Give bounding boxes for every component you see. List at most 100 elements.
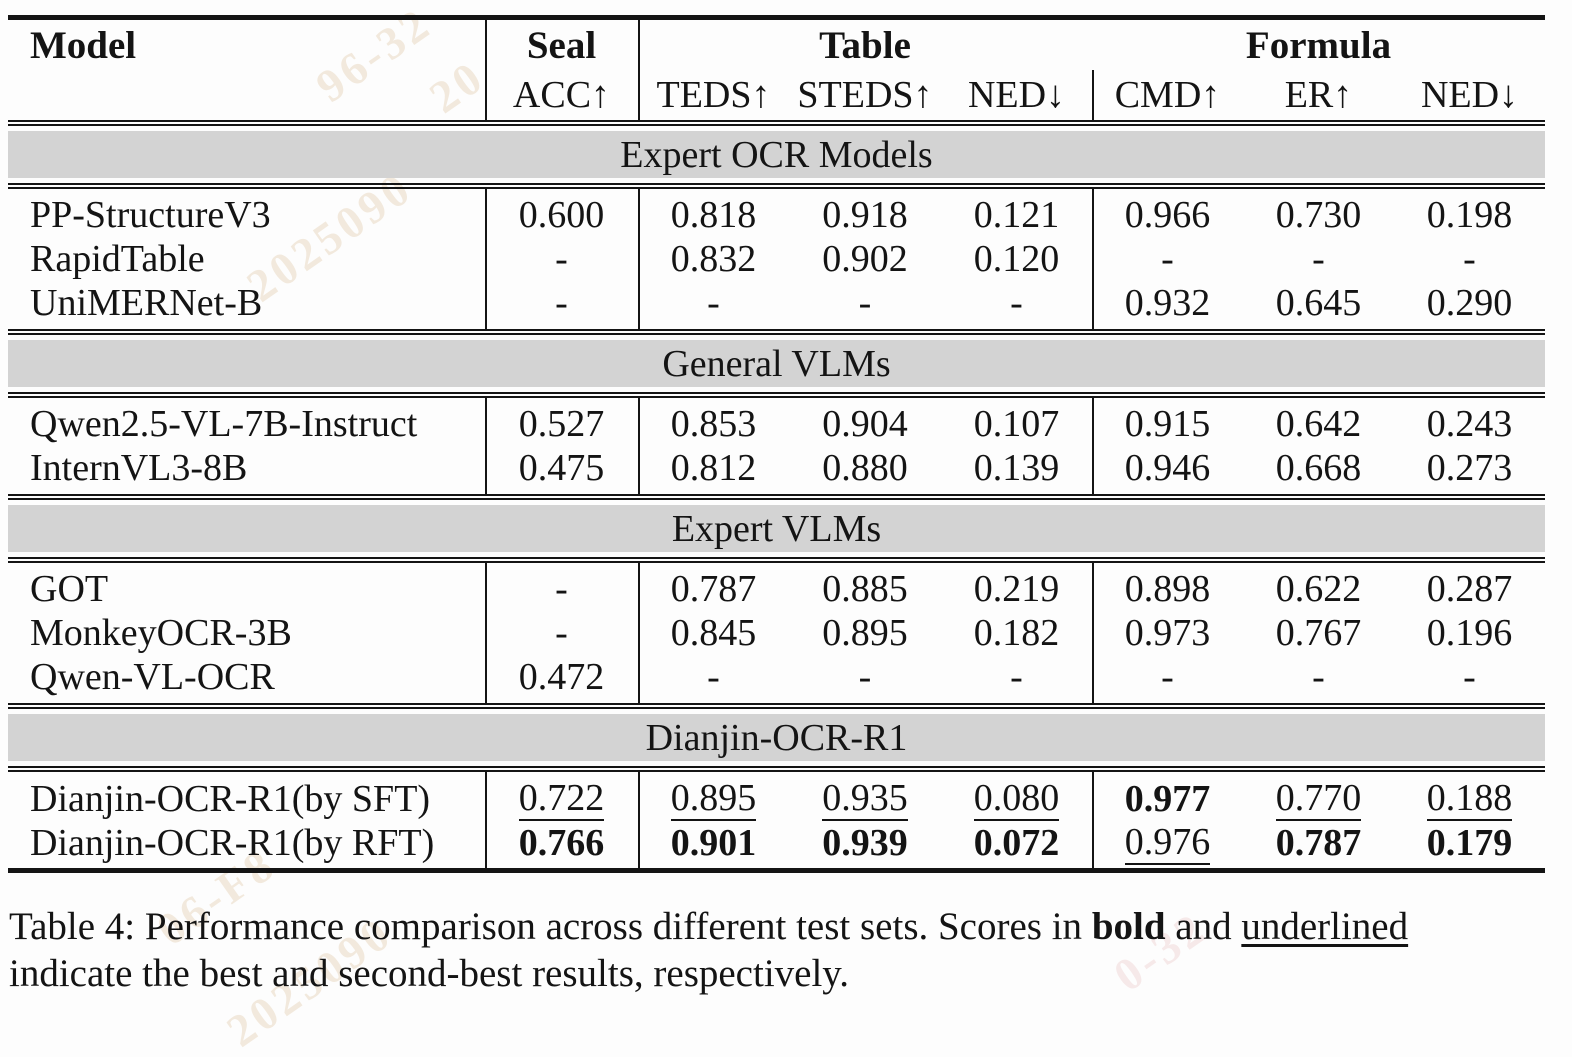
metric-value: 0.898: [1124, 568, 1211, 610]
metric-value: -: [1463, 656, 1476, 698]
metric-value: -: [1463, 238, 1476, 280]
metric-value: 0.072: [973, 821, 1060, 864]
metric-value-cell: -: [485, 237, 638, 281]
table-row: RapidTable - 0.832 0.902 0.120 - - -: [8, 237, 1545, 281]
table-row: Qwen-VL-OCR 0.472 - - - - - -: [8, 655, 1545, 699]
table-row: GOT - 0.787 0.885 0.219 0.898 0.622 0.287: [8, 567, 1545, 611]
metric-value: 0.880: [822, 447, 908, 489]
metric-value: 0.901: [670, 821, 757, 864]
column-divider: [1092, 398, 1094, 494]
metric-value: 0.475: [518, 447, 605, 489]
metric-value-cell: 0.895: [638, 776, 789, 821]
metric-value-cell: 0.730: [1243, 193, 1394, 237]
metric-value-cell: 0.787: [1243, 821, 1394, 865]
header-metric-row: ACC↑ TEDS↑ STEDS↑ NED↓ CMD↑ ER↑ NED↓: [8, 70, 1545, 120]
metric-value: -: [555, 612, 568, 654]
metric-value-cell: 0.939: [789, 821, 941, 865]
metric-value: 0.080: [973, 777, 1060, 821]
column-header-er: ER↑: [1284, 74, 1353, 116]
table-row: MonkeyOCR-3B - 0.845 0.895 0.182 0.973 0.767 0.…: [8, 611, 1545, 655]
metric-value-cell: 0.179: [1394, 821, 1545, 865]
metric-value-cell: 0.832: [638, 237, 789, 281]
metric-value-cell: 0.767: [1243, 611, 1394, 655]
results-table: Model Seal Table Formula ACC↑ TEDS↑ STED…: [8, 15, 1545, 873]
paper-page: 96-32 2025090 20 06-F8 2025090 0-32 Model Sea…: [8, 0, 1545, 1057]
column-header-ned-table: NED↓: [967, 74, 1066, 116]
metric-value: -: [1312, 656, 1325, 698]
metric-value-cell: 0.120: [941, 237, 1092, 281]
metric-value-cell: -: [789, 281, 941, 325]
metric-value: 0.730: [1275, 194, 1362, 236]
table-row: Qwen2.5-VL-7B-Instruct 0.527 0.853 0.904 0.1…: [8, 402, 1545, 446]
metric-value: 0.219: [973, 568, 1060, 610]
column-divider: [1092, 772, 1094, 868]
metric-value: 0.668: [1275, 447, 1362, 489]
metric-value-cell: 0.107: [941, 402, 1092, 446]
metric-value: 0.139: [973, 447, 1060, 489]
metric-value-cell: 0.668: [1243, 446, 1394, 490]
caption-segment: Table 4: Performance comparison across d…: [9, 905, 1092, 948]
header-group-row: Model Seal Table Formula: [8, 20, 1545, 70]
column-header-steds: STEDS↑: [797, 74, 933, 116]
metric-value: -: [707, 656, 720, 698]
metric-value: 0.770: [1275, 777, 1362, 821]
metric-value-cell: 0.198: [1394, 193, 1545, 237]
metric-value: 0.766: [518, 821, 605, 864]
caption-segment: bold: [1091, 905, 1166, 948]
column-divider: [638, 189, 640, 329]
caption-segment: and: [1165, 905, 1242, 948]
section-body: Dianjin-OCR-R1(by SFT) 0.722 0.895 0.935 0.0…: [8, 772, 1545, 868]
metric-value-cell: 0.645: [1243, 281, 1394, 325]
metric-value-cell: 0.182: [941, 611, 1092, 655]
metric-value-cell: 0.915: [1092, 402, 1243, 446]
metric-value-cell: -: [1092, 655, 1243, 699]
metric-value-cell: 0.072: [941, 821, 1092, 865]
column-group-formula: Formula: [1245, 23, 1392, 67]
metric-value-cell: -: [1243, 655, 1394, 699]
metric-value-cell: 0.885: [789, 567, 941, 611]
metric-value: 0.885: [822, 568, 908, 610]
metric-value-cell: 0.722: [485, 776, 638, 821]
metric-value: 0.812: [670, 447, 757, 489]
section-top-rule: [8, 120, 1545, 126]
model-name-cell: Qwen-VL-OCR: [30, 656, 275, 698]
metric-value: 0.287: [1426, 568, 1513, 610]
table-header: Model Seal Table Formula ACC↑ TEDS↑ STED…: [8, 20, 1545, 120]
section-bottom-rule: [8, 766, 1545, 772]
metric-value-cell: 0.845: [638, 611, 789, 655]
table-top-rule: [8, 15, 1545, 20]
section-bottom-rule: [8, 557, 1545, 563]
metric-value-cell: -: [485, 611, 638, 655]
column-header-acc: ACC↑: [512, 74, 611, 116]
metric-value-cell: 0.287: [1394, 567, 1545, 611]
metric-value: 0.196: [1426, 612, 1513, 654]
model-name-cell: GOT: [30, 568, 109, 610]
model-name-cell: PP-StructureV3: [30, 194, 271, 236]
metric-value-cell: 0.188: [1394, 776, 1545, 821]
metric-value: 0.787: [1275, 821, 1362, 864]
header-divider-seal-table: [638, 20, 640, 120]
section-body: PP-StructureV3 0.600 0.818 0.918 0.121 0.966 0…: [8, 189, 1545, 329]
column-divider: [485, 563, 487, 703]
column-divider: [638, 772, 640, 868]
section-header-band: Dianjin-OCR-R1: [8, 714, 1545, 761]
metric-value-cell: -: [638, 281, 789, 325]
table-row: Dianjin-OCR-R1(by SFT) 0.722 0.895 0.935 0.0…: [8, 776, 1545, 821]
metric-value: 0.977: [1124, 777, 1211, 820]
metric-value-cell: 0.243: [1394, 402, 1545, 446]
metric-value-cell: 0.966: [1092, 193, 1243, 237]
caption-segment: underlined: [1241, 905, 1409, 948]
model-name-cell: Qwen2.5-VL-7B-Instruct: [30, 403, 418, 445]
table-sections: Expert OCR Models PP-StructureV3 0.600 0.81…: [8, 120, 1545, 868]
section-top-rule: [8, 703, 1545, 709]
metric-value: 0.645: [1275, 282, 1362, 324]
column-header-model: Model: [30, 23, 137, 67]
header-divider-model-seal: [485, 20, 487, 120]
column-header-cmd: CMD↑: [1114, 74, 1221, 116]
metric-value: 0.946: [1124, 447, 1211, 489]
metric-value-cell: 0.475: [485, 446, 638, 490]
metric-value-cell: -: [638, 655, 789, 699]
metric-value-cell: 0.918: [789, 193, 941, 237]
metric-value: -: [1010, 656, 1023, 698]
metric-value: -: [1312, 238, 1325, 280]
